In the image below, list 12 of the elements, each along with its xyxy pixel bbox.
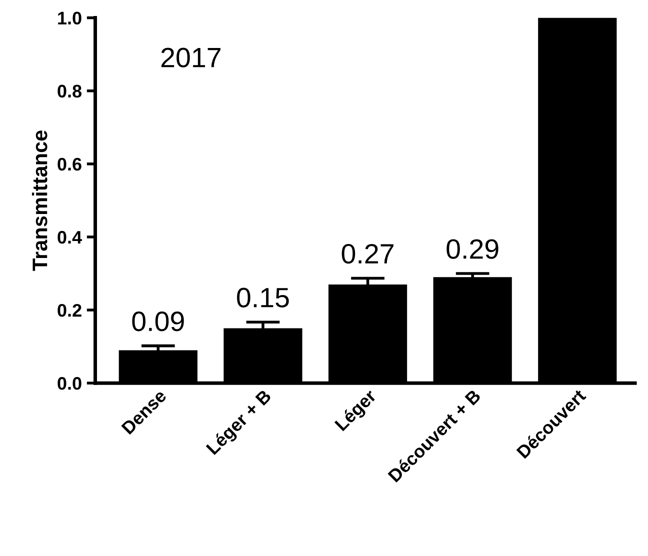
y-tick-label: 0.8 bbox=[58, 84, 82, 98]
y-tick-label: 0.4 bbox=[58, 230, 82, 244]
data-label: 0.09 bbox=[132, 312, 184, 332]
y-axis-title: Transmittance bbox=[32, 130, 48, 271]
y-tick-label: 0.6 bbox=[58, 158, 82, 171]
y-tick-label: 1.0 bbox=[58, 12, 82, 25]
data-label: 0.27 bbox=[342, 244, 394, 264]
y-tick-label: 0.2 bbox=[58, 304, 82, 317]
data-label: 0.29 bbox=[446, 239, 498, 259]
annotation: 2017 bbox=[161, 48, 220, 68]
data-label: 0.15 bbox=[237, 288, 289, 308]
y-tick-label: 0.0 bbox=[58, 377, 82, 390]
